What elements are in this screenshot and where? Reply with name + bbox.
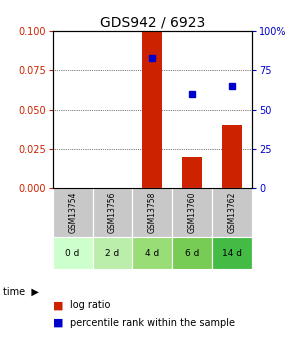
Bar [172, 237, 212, 269]
Text: 2 d: 2 d [105, 249, 120, 258]
Text: 4 d: 4 d [145, 249, 159, 258]
Text: log ratio: log ratio [70, 300, 111, 310]
Text: GSM13758: GSM13758 [148, 192, 157, 233]
Text: percentile rank within the sample: percentile rank within the sample [70, 318, 235, 327]
Bar [222, 125, 242, 188]
Bar [212, 188, 252, 237]
Text: GSM13760: GSM13760 [188, 192, 197, 234]
Text: ■: ■ [53, 300, 63, 310]
Text: time  ▶: time ▶ [3, 287, 39, 296]
Text: 14 d: 14 d [222, 249, 242, 258]
Bar [132, 237, 172, 269]
Text: 6 d: 6 d [185, 249, 200, 258]
Text: 0 d: 0 d [65, 249, 80, 258]
Text: ■: ■ [53, 318, 63, 327]
Text: GSM13754: GSM13754 [68, 192, 77, 234]
Bar [93, 237, 132, 269]
Bar [53, 237, 93, 269]
Bar [132, 188, 172, 237]
Bar [142, 31, 162, 188]
Text: GSM13762: GSM13762 [228, 192, 236, 233]
Text: GSM13756: GSM13756 [108, 192, 117, 234]
Title: GDS942 / 6923: GDS942 / 6923 [100, 16, 205, 30]
Bar [212, 237, 252, 269]
Bar [172, 188, 212, 237]
Bar [53, 188, 93, 237]
Bar [182, 157, 202, 188]
Bar [93, 188, 132, 237]
